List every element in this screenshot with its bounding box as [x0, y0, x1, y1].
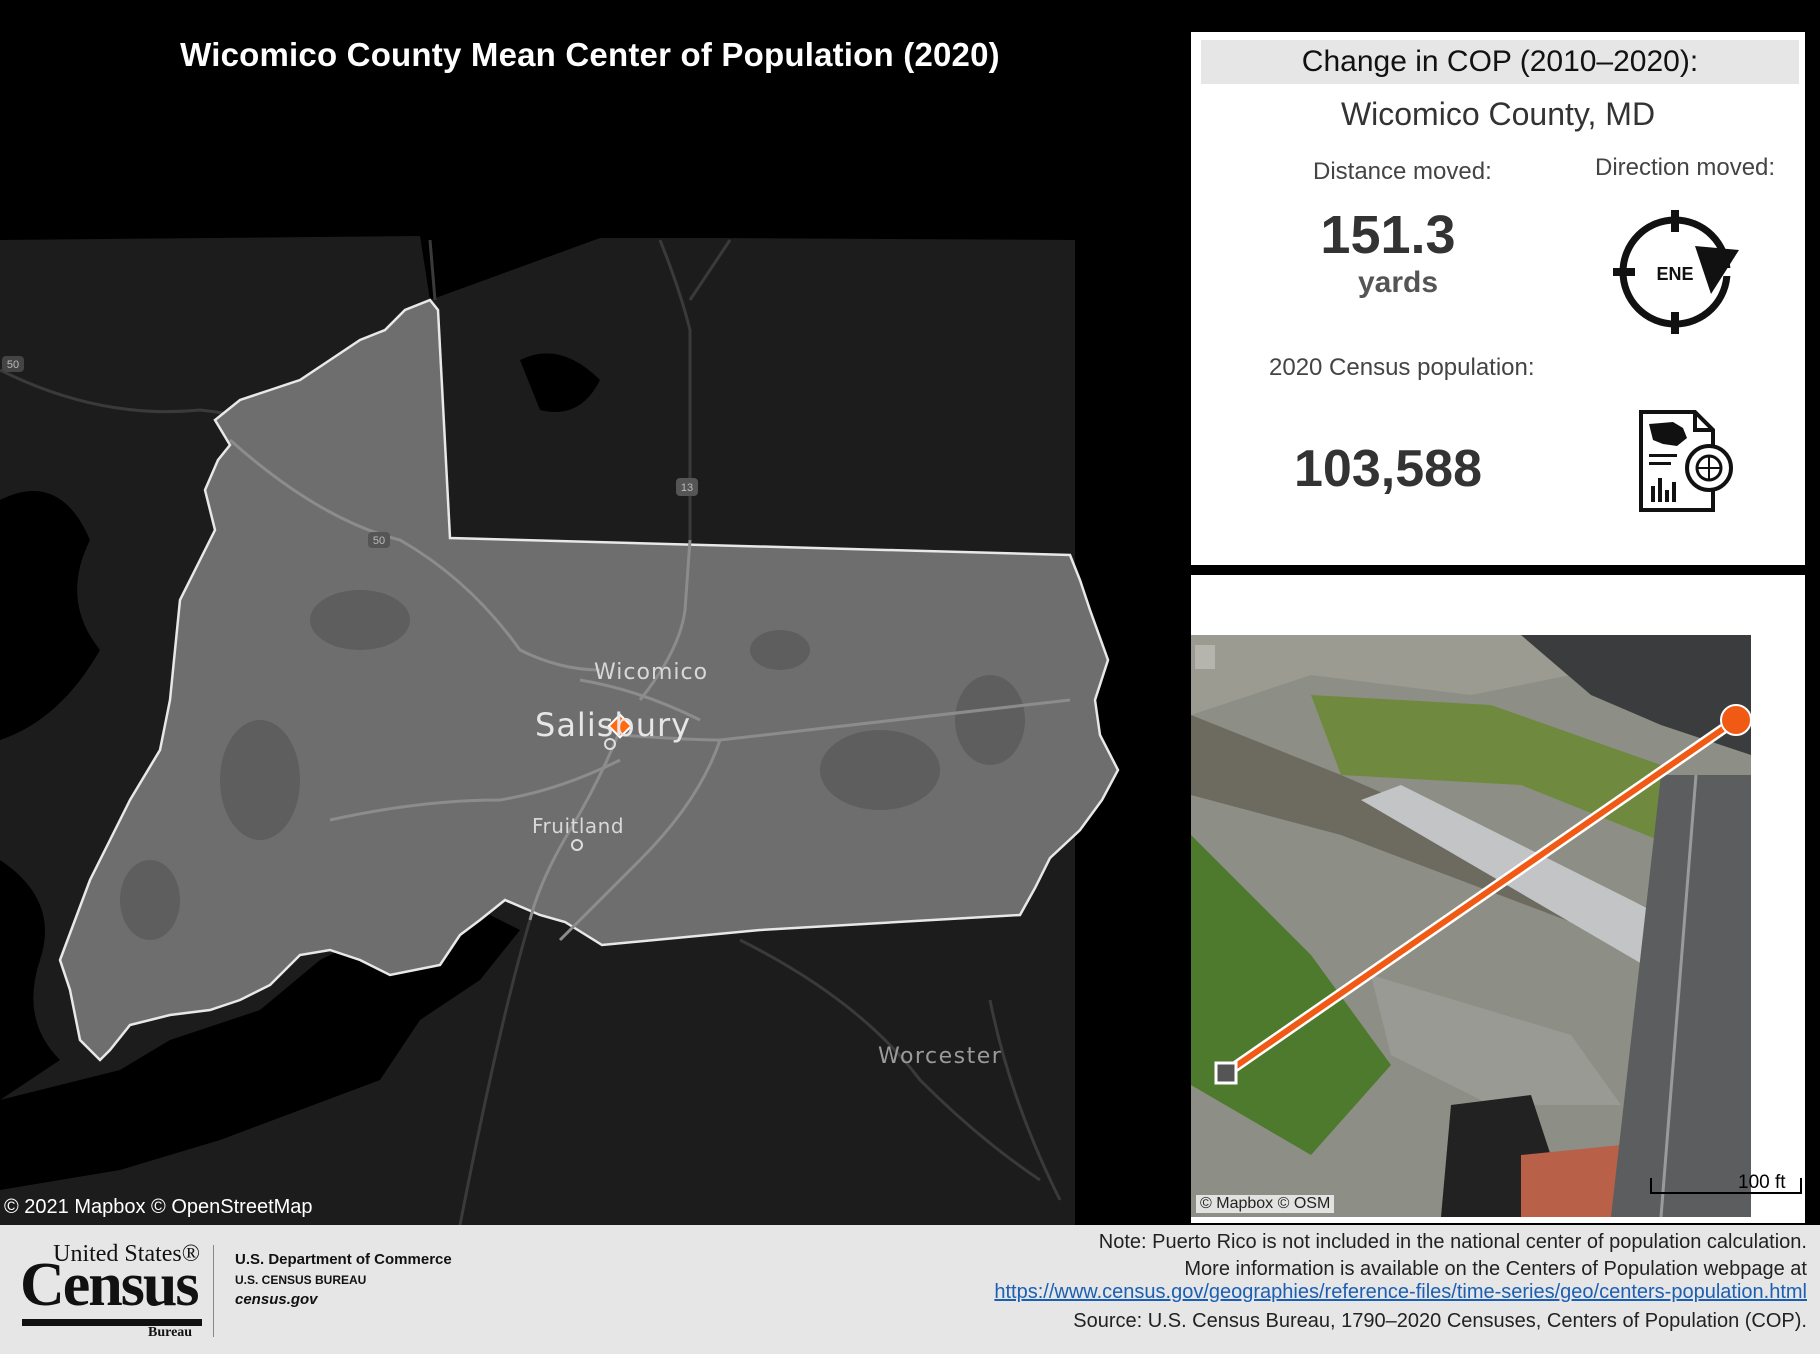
county-map[interactable]: 50 50 13 Wicomico County Mean Center of …	[0, 0, 1180, 1225]
aerial-canvas	[1191, 635, 1751, 1217]
place-label-salisbury: Salisbury	[535, 706, 692, 744]
place-label-fruitland: Fruitland	[532, 814, 625, 838]
info-card: Change in COP (2010–2020): Wicomico Coun…	[1191, 32, 1805, 565]
place-label-wicomico: Wicomico	[594, 660, 709, 685]
county-roads	[229, 438, 1071, 942]
footer: United States® Census Bureau U.S. Depart…	[0, 1225, 1820, 1354]
distance-unit: yards	[1357, 266, 1439, 299]
red-roof	[1521, 1145, 1641, 1217]
logo-bar	[22, 1319, 202, 1326]
map-canvas: 50 50 13	[0, 236, 1120, 1225]
road-marking	[1659, 774, 1698, 1217]
fruitland-dot	[571, 839, 583, 851]
distance-value: 151.3	[1320, 205, 1456, 265]
place-label-worcester: Worcester	[878, 1044, 1003, 1069]
dark-roof-top	[1521, 635, 1751, 755]
inset-attribution[interactable]: © Mapbox © OSM	[1196, 1195, 1335, 1213]
center-of-population-marker[interactable]	[607, 713, 633, 739]
route-shield-50-west: 50	[7, 359, 19, 371]
route-shield-13: 13	[681, 482, 693, 494]
distance-label: Distance moved:	[1313, 158, 1492, 185]
department-name: U.S. Department of Commerce	[235, 1251, 452, 1268]
salisbury-dot	[604, 738, 616, 750]
logo-united-states: United States®	[53, 1241, 200, 1267]
route-shield-50: 50	[373, 535, 385, 547]
movement-line	[1223, 717, 1739, 1076]
inset-aerial-map[interactable]	[1191, 635, 1751, 1217]
population-value: 103,588	[1294, 440, 1482, 498]
route-shields	[2, 356, 698, 548]
land-cover-patches	[120, 590, 1025, 940]
logo-census-word: Census	[20, 1251, 200, 1319]
scale-bar	[1650, 1178, 1802, 1194]
info-card-header: Change in COP (2010–2020):	[1201, 40, 1799, 84]
population-label: 2020 Census population:	[1269, 354, 1535, 381]
direction-value: ENE	[1656, 264, 1693, 284]
tree-area-left	[1191, 835, 1391, 1155]
scale-label: 100 ft	[1738, 1172, 1786, 1193]
county-boundary[interactable]	[58, 298, 1120, 1062]
movement-overlay	[1214, 704, 1751, 1085]
cop-2010-marker[interactable]	[1214, 1061, 1238, 1085]
site-url[interactable]: census.gov	[235, 1291, 318, 1308]
source-note: Source: U.S. Census Bureau, 1790–2020 Ce…	[1073, 1310, 1807, 1332]
direction-label: Direction moved:	[1595, 154, 1776, 181]
parking-lot	[1371, 975, 1621, 1105]
bureau-name: U.S. CENSUS BUREAU	[235, 1273, 367, 1287]
note-line-1: Note: Puerto Rico is not included in the…	[1098, 1231, 1807, 1253]
road-right	[1611, 775, 1751, 1217]
map-attribution[interactable]: © 2021 Mapbox © OpenStreetMap	[4, 1196, 313, 1218]
census-document-icon	[1639, 410, 1733, 512]
grass-strip	[1311, 695, 1671, 845]
county-name: Wicomico County, MD	[1340, 96, 1656, 132]
logo-bureau: Bureau	[148, 1325, 193, 1340]
cop-2020-marker[interactable]	[1720, 704, 1751, 736]
footer-divider	[213, 1245, 214, 1337]
compass-icon: ENE	[1613, 210, 1739, 334]
outer-roads	[0, 239, 1062, 1225]
warehouse-roof	[1361, 785, 1681, 975]
centers-population-link[interactable]: https://www.census.gov/geographies/refer…	[994, 1281, 1807, 1303]
note-line-2: More information is available on the Cen…	[1184, 1258, 1807, 1280]
map-title: Wicomico County Mean Center of Populatio…	[180, 36, 1000, 73]
census-bureau-logo[interactable]: United States® Census Bureau	[20, 1241, 202, 1340]
